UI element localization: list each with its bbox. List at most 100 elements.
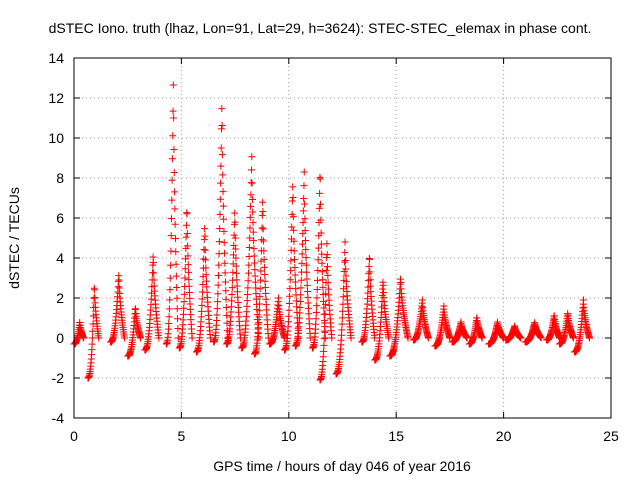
- data-point: [218, 125, 226, 133]
- data-point: [180, 304, 188, 312]
- data-point: [324, 285, 332, 293]
- data-point: [247, 202, 255, 210]
- data-point: [172, 248, 180, 256]
- grid: [74, 58, 611, 418]
- data-point: [299, 219, 307, 227]
- data-point: [214, 290, 222, 298]
- series-arc: [570, 296, 594, 356]
- data-point: [313, 302, 321, 310]
- data-point: [289, 193, 297, 201]
- data-point: [233, 276, 241, 284]
- data-point: [185, 276, 193, 284]
- data-point: [246, 234, 254, 242]
- data-point: [201, 225, 209, 233]
- data-point: [248, 196, 256, 204]
- data-point: [314, 244, 322, 252]
- data-point: [249, 208, 257, 216]
- data-point: [318, 250, 326, 258]
- data-point: [317, 229, 325, 237]
- data-point: [397, 278, 405, 286]
- data-point: [198, 301, 206, 309]
- data-point: [288, 223, 296, 231]
- data-point: [173, 305, 181, 313]
- data-point: [258, 224, 266, 232]
- data-point: [155, 334, 163, 342]
- data-point: [320, 327, 328, 335]
- data-point: [217, 179, 225, 187]
- data-point: [221, 249, 229, 257]
- data-point: [296, 297, 304, 305]
- series-arc: [107, 272, 128, 346]
- data-point: [90, 294, 98, 302]
- data-point: [91, 286, 99, 294]
- data-point: [290, 226, 298, 234]
- data-point: [80, 334, 88, 342]
- data-point: [184, 252, 192, 260]
- data-point: [286, 292, 294, 300]
- data-point: [324, 279, 332, 287]
- data-point: [166, 296, 174, 304]
- data-point: [260, 256, 268, 264]
- data-point: [365, 270, 373, 278]
- data-point: [328, 334, 336, 342]
- series-arc: [141, 253, 163, 354]
- series-arc: [521, 319, 545, 346]
- data-point: [247, 166, 255, 174]
- data-marks: [70, 81, 594, 384]
- data-point: [170, 145, 178, 153]
- data-point: [338, 314, 346, 322]
- data-point: [366, 268, 374, 276]
- data-point: [227, 303, 235, 311]
- data-point: [168, 155, 176, 163]
- data-point: [341, 256, 349, 264]
- series-arc: [448, 318, 471, 346]
- data-point: [200, 235, 208, 243]
- data-point: [228, 284, 236, 292]
- data-point: [323, 251, 331, 259]
- data-point: [199, 281, 207, 289]
- data-point: [231, 218, 239, 226]
- data-point: [257, 267, 265, 275]
- data-point: [303, 275, 311, 283]
- data-point: [424, 334, 432, 342]
- data-point: [149, 258, 157, 266]
- data-point: [366, 276, 374, 284]
- data-point: [250, 252, 258, 260]
- data-point: [300, 195, 308, 203]
- data-point: [167, 232, 175, 240]
- data-point: [200, 245, 208, 253]
- data-point: [296, 304, 304, 312]
- data-point: [166, 286, 174, 294]
- data-point: [137, 334, 145, 342]
- data-point: [251, 266, 259, 274]
- data-point: [537, 334, 545, 342]
- data-point: [174, 315, 182, 323]
- data-point: [319, 283, 327, 291]
- y-tick-label: -2: [52, 370, 65, 386]
- series-arc: [308, 173, 329, 352]
- data-point: [274, 294, 282, 302]
- data-point: [261, 271, 269, 279]
- series-arc: [543, 312, 563, 344]
- data-point: [220, 215, 228, 223]
- data-point: [347, 334, 355, 342]
- data-point: [88, 334, 96, 342]
- data-point: [185, 282, 193, 290]
- data-point: [246, 213, 254, 221]
- series-arc: [265, 294, 289, 348]
- data-point: [243, 297, 251, 305]
- data-point: [251, 272, 259, 280]
- data-point: [321, 310, 329, 318]
- data-point: [364, 277, 372, 285]
- data-point: [580, 296, 588, 304]
- data-point: [257, 257, 265, 265]
- data-point: [312, 315, 320, 323]
- data-point: [298, 259, 306, 267]
- data-point: [306, 334, 314, 342]
- data-point: [217, 144, 225, 152]
- series-arc: [431, 302, 454, 350]
- data-point: [297, 276, 305, 284]
- data-point: [321, 334, 329, 342]
- data-point: [180, 298, 188, 306]
